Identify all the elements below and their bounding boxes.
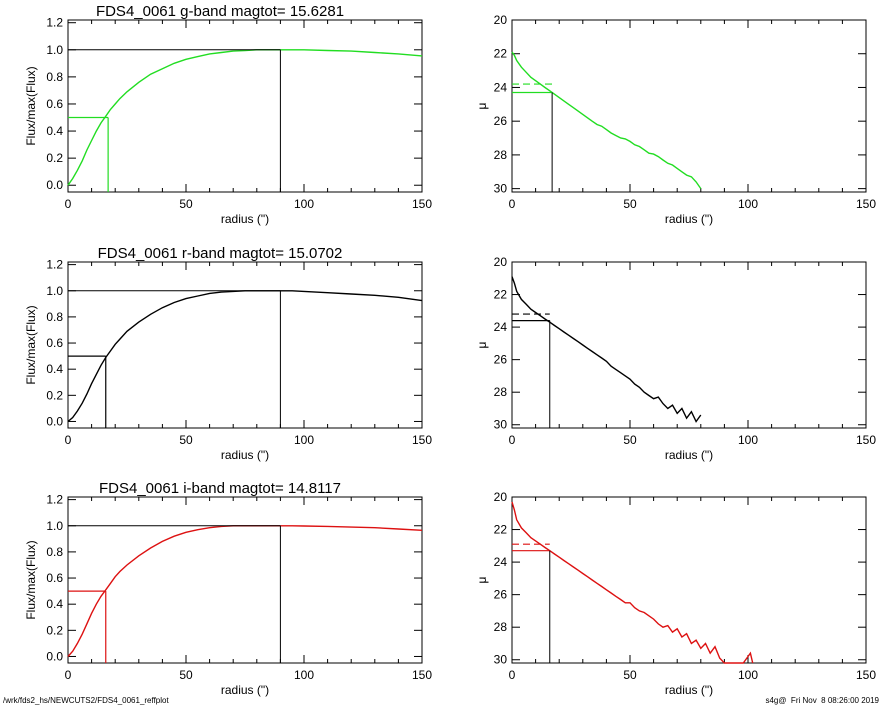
- y-tick-label: 0.0: [46, 178, 63, 192]
- panel-i-surface-brightness: 0 50 100 150 20 22 24 26 28 30 radius (") μ: [475, 490, 876, 697]
- y-tick-label: 22: [494, 47, 508, 61]
- panel-g-growth-curve: 0 50 100 150 0.0 0.2 0.4 0.6 0.8 1.0 1.2 radius (")…: [24, 3, 432, 226]
- x-tick-label: 50: [179, 433, 193, 447]
- x-axis-label: radius ("): [221, 448, 269, 462]
- series-line: [511, 51, 702, 190]
- y-tick-label: 30: [494, 653, 508, 667]
- y-tick-label: 0.8: [46, 310, 63, 324]
- x-tick-label: 150: [856, 197, 876, 211]
- series-line: [67, 49, 423, 186]
- y-tick-label: 22: [494, 523, 508, 537]
- y-tick-label: 0.2: [46, 151, 63, 165]
- plot-frame: [67, 19, 423, 193]
- x-axis-label: radius ("): [221, 212, 269, 226]
- x-tick-label: 50: [623, 433, 637, 447]
- y-tick-label: 1.0: [46, 284, 63, 298]
- y-tick-label: 1.2: [46, 493, 63, 507]
- panel-title: FDS4_0061 g-band magtot= 15.6281: [96, 3, 344, 20]
- x-tick-label: 150: [412, 433, 432, 447]
- plot-frame: [511, 19, 867, 193]
- x-tick-label: 50: [623, 197, 637, 211]
- x-tick-label: 150: [412, 197, 432, 211]
- panel-i-growth-curve: 0 50 100 150 0.0 0.2 0.4 0.6 0.8 1.0 1.2 radius (")…: [24, 480, 432, 697]
- y-tick-label: 0.2: [46, 388, 63, 402]
- y-tick-label: 26: [494, 114, 508, 128]
- y-axis-label: Flux/max(Flux): [24, 305, 38, 384]
- y-tick-label: 1.2: [46, 258, 63, 272]
- y-tick-label: 28: [494, 385, 508, 399]
- y-tick-label: 20: [494, 255, 508, 269]
- x-tick-label: 100: [294, 197, 314, 211]
- x-tick-label: 0: [65, 197, 72, 211]
- y-tick-label: 24: [494, 555, 508, 569]
- y-axis-label: μ: [475, 102, 489, 109]
- plot-frame: [511, 496, 867, 664]
- y-tick-label: 1.2: [46, 16, 63, 30]
- y-tick-label: 30: [494, 182, 508, 196]
- y-tick-label: 22: [494, 288, 508, 302]
- y-tick-label: 20: [494, 490, 508, 504]
- y-tick-label: 1.0: [46, 519, 63, 533]
- y-tick-label: 0.4: [46, 597, 63, 611]
- x-axis-label: radius ("): [221, 683, 269, 697]
- x-tick-label: 150: [412, 668, 432, 682]
- panel-title: FDS4_0061 r-band magtot= 15.0702: [98, 245, 343, 262]
- x-tick-label: 0: [65, 668, 72, 682]
- series-line: [67, 525, 423, 657]
- plot-frame: [67, 496, 423, 664]
- y-tick-label: 0.0: [46, 414, 63, 428]
- y-axis-label: Flux/max(Flux): [24, 540, 38, 619]
- plot-frame: [511, 261, 867, 429]
- y-tick-label: 24: [494, 80, 508, 94]
- y-tick-label: 26: [494, 588, 508, 602]
- x-axis-label: radius ("): [665, 683, 713, 697]
- y-tick-label: 26: [494, 353, 508, 367]
- y-tick-label: 0.4: [46, 362, 63, 376]
- y-tick-label: 0.8: [46, 70, 63, 84]
- x-tick-label: 100: [738, 668, 758, 682]
- y-tick-label: 28: [494, 148, 508, 162]
- x-tick-label: 0: [65, 433, 72, 447]
- x-tick-label: 100: [294, 433, 314, 447]
- series-line: [67, 290, 423, 423]
- x-tick-label: 150: [856, 433, 876, 447]
- y-tick-label: 0.6: [46, 97, 63, 111]
- y-tick-label: 0.8: [46, 545, 63, 559]
- y-tick-label: 28: [494, 620, 508, 634]
- y-tick-label: 0.0: [46, 649, 63, 663]
- y-tick-label: 1.0: [46, 43, 63, 57]
- x-tick-label: 0: [509, 668, 516, 682]
- x-axis-label: radius ("): [665, 212, 713, 226]
- series-line: [511, 501, 754, 664]
- x-tick-label: 100: [738, 197, 758, 211]
- panel-r-surface-brightness: 0 50 100 150 20 22 24 26 28 30 radius (") μ: [475, 255, 876, 462]
- y-tick-label: 20: [494, 13, 508, 27]
- series-line: [511, 276, 702, 423]
- y-tick-label: 24: [494, 320, 508, 334]
- y-axis-label: Flux/max(Flux): [24, 66, 38, 145]
- y-tick-label: 30: [494, 418, 508, 432]
- x-tick-label: 100: [294, 668, 314, 682]
- x-tick-label: 0: [509, 197, 516, 211]
- y-tick-label: 0.4: [46, 124, 63, 138]
- x-tick-label: 0: [509, 433, 516, 447]
- panel-r-growth-curve: 0 50 100 150 0.0 0.2 0.4 0.6 0.8 1.0 1.2 radius (")…: [24, 245, 432, 462]
- x-tick-label: 50: [179, 197, 193, 211]
- x-axis-label: radius ("): [665, 448, 713, 462]
- x-tick-label: 100: [738, 433, 758, 447]
- y-axis-label: μ: [475, 576, 489, 583]
- y-tick-label: 0.6: [46, 571, 63, 585]
- x-tick-label: 150: [856, 668, 876, 682]
- panel-g-surface-brightness: 0 50 100 150 20 22 24 26 28 30 radius (") μ: [475, 13, 876, 226]
- y-axis-label: μ: [475, 341, 489, 348]
- x-tick-label: 50: [623, 668, 637, 682]
- y-tick-label: 0.2: [46, 623, 63, 637]
- x-tick-label: 50: [179, 668, 193, 682]
- plot-frame: [67, 261, 423, 429]
- y-tick-label: 0.6: [46, 336, 63, 350]
- panel-title: FDS4_0061 i-band magtot= 14.8117: [99, 480, 341, 497]
